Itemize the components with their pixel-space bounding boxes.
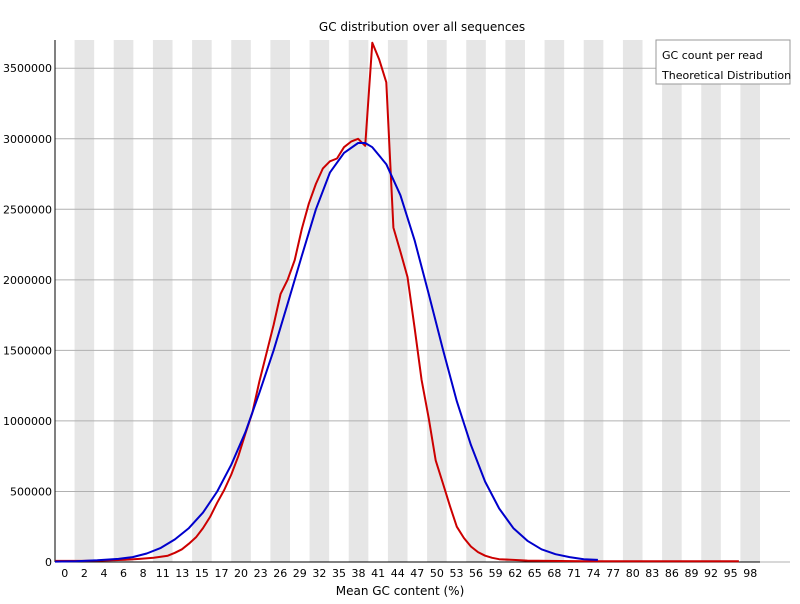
x-tick-label: 11 [156,567,170,580]
x-tick-label: 74 [587,567,601,580]
x-tick-label: 53 [449,567,463,580]
x-tick-label: 89 [684,567,698,580]
x-tick-label: 56 [469,567,483,580]
x-tick-label: 6 [120,567,127,580]
background-stripe [740,40,760,562]
x-tick-label: 4 [100,567,107,580]
legend-entry-gc-count: GC count per read [662,49,763,62]
legend-entry-theoretical: Theoretical Distribution [661,69,791,82]
background-stripe [583,40,604,562]
background-stripe [152,40,173,562]
x-tick-label: 0 [61,567,68,580]
series-layer [54,41,739,563]
x-tick-label: 8 [140,567,147,580]
legend: GC count per read Theoretical Distributi… [655,39,791,85]
x-tick-label: 32 [312,567,326,580]
chart-title: GC distribution over all sequences [319,20,525,34]
x-tick-label: 80 [626,567,640,580]
background-stripe [231,40,251,562]
background-stripe [309,40,330,562]
x-tick-label: 95 [724,567,738,580]
series-line-theoretical [54,142,598,563]
x-tick-label: 59 [489,567,503,580]
x-tick-label: 71 [567,567,581,580]
background-stripe [387,40,408,562]
x-tick-label: 65 [528,567,542,580]
background-stripe [701,40,721,562]
x-tick-label: 2 [81,567,88,580]
x-tick-label: 38 [352,567,366,580]
x-tick-label: 86 [665,567,679,580]
x-axis-label: Mean GC content (%) [336,584,465,598]
x-tick-label: 20 [234,567,248,580]
x-tick-label: 41 [371,567,385,580]
background-stripe [192,40,212,562]
x-tick-label: 44 [391,567,405,580]
x-tick-label: 13 [175,567,189,580]
background-stripe [270,40,290,562]
background-stripe [505,40,525,562]
x-tick-label: 15 [195,567,209,580]
x-tick-label: 98 [743,567,757,580]
x-tick-label: 83 [645,567,659,580]
y-tick-label: 0 [45,556,52,569]
series-line-gc-count [55,41,739,563]
y-tick-label: 1500000 [3,344,52,357]
y-tick-label: 1000000 [3,415,52,428]
y-tick-label: 2500000 [3,203,52,216]
background-stripe [348,40,369,562]
x-tick-label: 26 [273,567,287,580]
x-tick-label: 23 [254,567,268,580]
background-stripe [427,40,447,562]
y-tick-label: 3000000 [3,133,52,146]
x-tick-label: 77 [606,567,620,580]
background-stripe [466,40,486,562]
y-tick-label: 2000000 [3,274,52,287]
x-tick-label: 29 [293,567,307,580]
background-stripe [113,40,134,562]
background-stripe [662,40,682,562]
x-tick-label: 68 [547,567,561,580]
x-tick-label: 35 [332,567,346,580]
x-tick-labels: 0 2 4 6 8 11 13 15 17 20 23 26 29 32 35 38 41 44 47 50 53 56 5… [61,567,757,580]
background-stripe [544,40,565,562]
x-tick-label: 62 [508,567,522,580]
background-stripe [74,40,95,562]
y-tick-labels: 0 500000 1000000 1500000 2000000 2500000 30000… [3,62,52,569]
legend-box [655,39,791,85]
x-tick-label: 50 [430,567,444,580]
x-tick-label: 47 [410,567,424,580]
y-tick-label: 3500000 [3,62,52,75]
y-tick-label: 500000 [10,485,52,498]
background-stripe [622,40,643,562]
x-tick-label: 17 [214,567,228,580]
x-tick-label: 92 [704,567,718,580]
